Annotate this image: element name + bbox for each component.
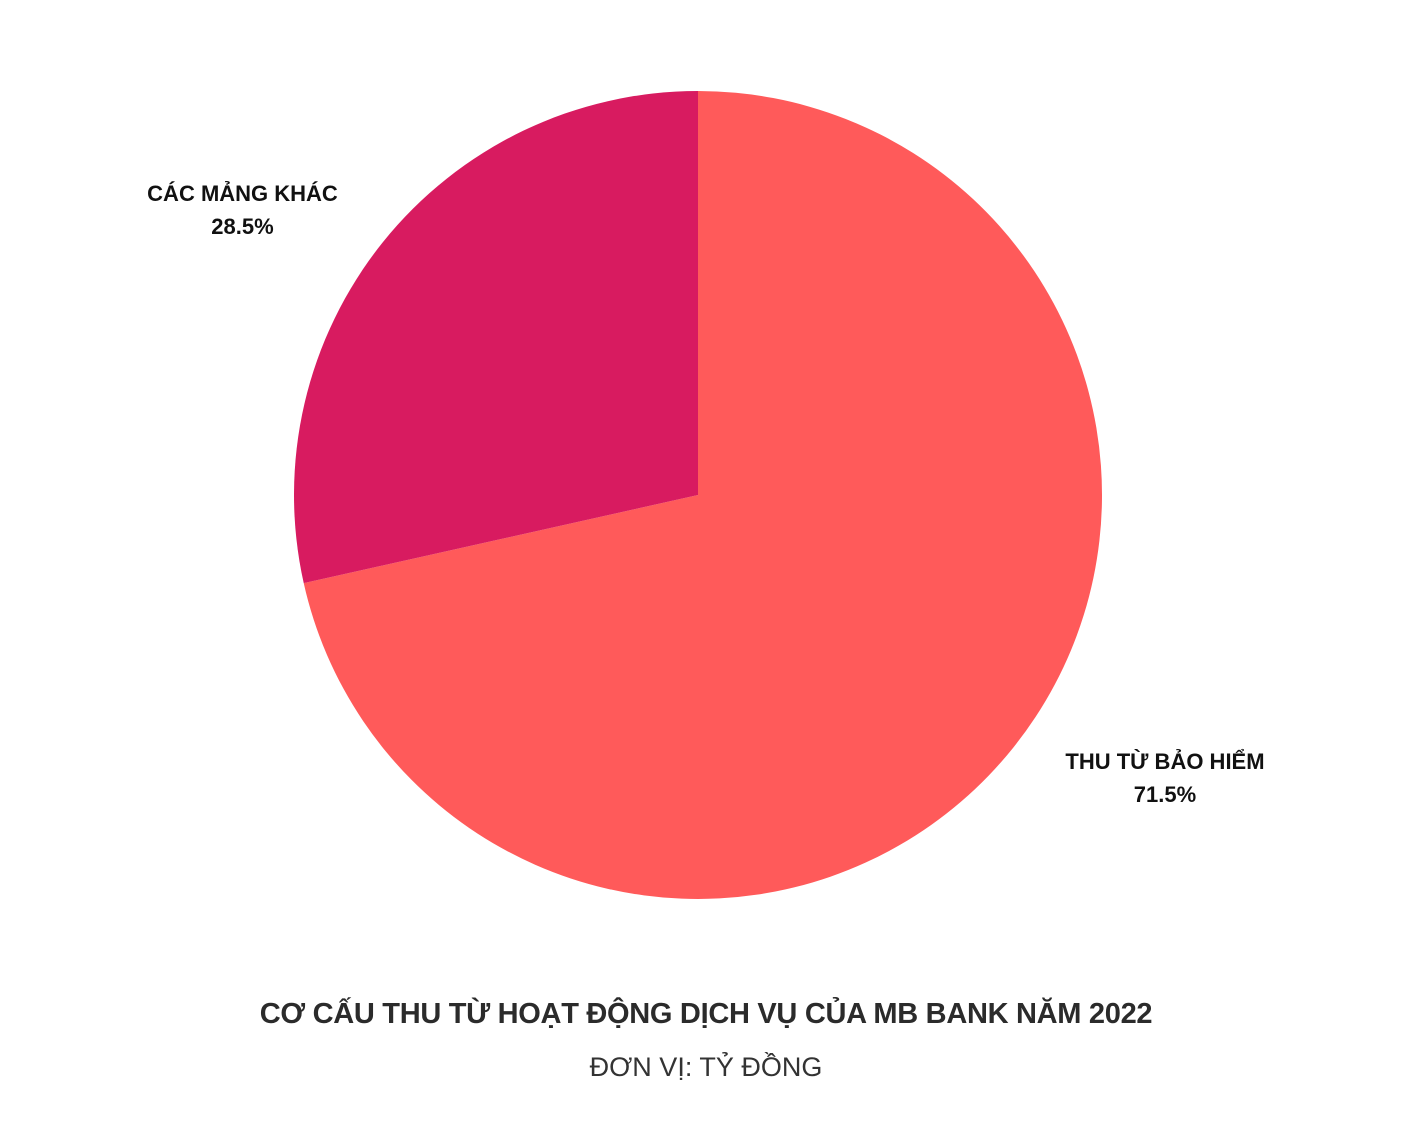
slice-label-insurance: THU TỪ BẢO HIỂM 71.5%	[1040, 745, 1290, 811]
slice-label-value: 28.5%	[211, 214, 274, 239]
pie-slice-1	[293, 91, 698, 584]
pie-slice-0	[303, 91, 1102, 899]
slice-label-text: THU TỪ BẢO HIỂM	[1065, 749, 1265, 774]
slice-label-value: 71.5%	[1133, 782, 1197, 807]
slice-label-text: CÁC MẢNG KHÁC	[147, 181, 338, 206]
chart-subtitle: ĐƠN VỊ: TỶ ĐỒNG	[589, 1052, 823, 1082]
chart-title: CƠ CẤU THU TỪ HOẠT ĐỘNG DỊCH VỤ CỦA MB B…	[259, 998, 1153, 1030]
slice-label-other: CÁC MẢNG KHÁC 28.5%	[120, 177, 365, 243]
